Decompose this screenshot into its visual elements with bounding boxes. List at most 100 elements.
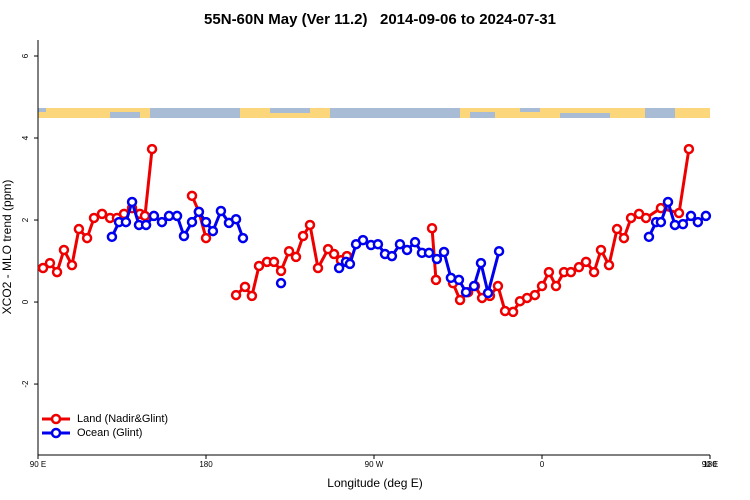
x-tick-label: 90 W	[365, 460, 384, 469]
data-point	[507, 306, 519, 318]
data-point	[171, 210, 183, 222]
data-point	[96, 208, 108, 220]
data-point	[409, 236, 421, 248]
legend-marker	[50, 427, 62, 439]
data-point	[275, 265, 287, 277]
data-point	[643, 231, 655, 243]
legend: Land (Nadir&Glint) Ocean (Glint)	[42, 413, 168, 439]
chart-title: 55N-60N May (Ver 11.2) 2014-09-06 to 202…	[204, 11, 556, 28]
x-tick-label: 90 E	[30, 460, 46, 469]
data-point	[44, 257, 56, 269]
data-point	[677, 218, 689, 230]
legend-label: Land (Nadir&Glint)	[77, 413, 168, 425]
data-point	[140, 219, 152, 231]
data-point	[237, 232, 249, 244]
data-point	[386, 250, 398, 262]
data-point	[493, 245, 505, 257]
data-point	[328, 248, 340, 260]
data-point	[344, 258, 356, 270]
data-point	[186, 190, 198, 202]
y-tick-label: 4	[21, 135, 30, 140]
data-point	[460, 286, 472, 298]
data-point	[445, 272, 457, 284]
data-point	[685, 210, 697, 222]
x-axis-label: Longitude (deg E)	[327, 476, 422, 490]
data-point	[565, 266, 577, 278]
data-point	[207, 225, 219, 237]
data-point	[215, 205, 227, 217]
data-point	[454, 294, 466, 306]
data-point	[669, 219, 681, 231]
data-point	[200, 232, 212, 244]
data-point	[372, 238, 384, 250]
x-tick-label: 180	[199, 460, 213, 469]
data-point	[529, 289, 541, 301]
data-point	[139, 210, 151, 222]
y-tick-label: 0	[21, 299, 30, 304]
data-point	[655, 216, 667, 228]
data-point	[603, 259, 615, 271]
y-tick-label: -2	[21, 380, 30, 388]
y-tick-label: 6	[21, 53, 30, 58]
data-point	[453, 274, 465, 286]
data-point	[37, 262, 49, 274]
data-point	[438, 246, 450, 258]
data-point	[275, 277, 287, 289]
data-point	[492, 280, 504, 292]
data-point	[51, 266, 63, 278]
data-point	[588, 266, 600, 278]
data-point	[683, 143, 695, 155]
x-tick-label: 90 E	[702, 460, 718, 469]
x-tick-label: 180	[703, 460, 717, 469]
data-point	[178, 230, 190, 242]
data-point	[106, 231, 118, 243]
data-point	[673, 207, 685, 219]
data-point	[550, 280, 562, 292]
data-point	[120, 216, 132, 228]
data-point	[156, 216, 168, 228]
data-point	[580, 256, 592, 268]
data-point	[543, 266, 555, 278]
data-point	[297, 230, 309, 242]
data-point	[268, 256, 280, 268]
data-point	[230, 213, 242, 225]
data-point	[468, 280, 480, 292]
data-point	[640, 212, 652, 224]
data-point	[81, 232, 93, 244]
data-point	[700, 210, 712, 222]
data-point	[662, 196, 674, 208]
data-point	[239, 281, 251, 293]
legend-label: Ocean (Glint)	[77, 427, 142, 439]
map-strip	[38, 108, 710, 118]
data-point	[66, 259, 78, 271]
data-point	[312, 262, 324, 274]
data-point	[692, 216, 704, 228]
x-tick-label: 0	[540, 460, 545, 469]
data-point	[431, 253, 443, 265]
data-point	[304, 219, 316, 231]
data-point	[401, 244, 413, 256]
data-point	[573, 261, 585, 273]
data-point	[246, 290, 258, 302]
data-point	[283, 245, 295, 257]
legend-marker	[50, 413, 62, 425]
data-point	[423, 247, 435, 259]
data-point	[430, 274, 442, 286]
data-point	[58, 244, 70, 256]
data-point	[193, 206, 205, 218]
data-point	[200, 216, 212, 228]
data-point	[73, 223, 85, 235]
data-point	[499, 305, 511, 317]
data-point	[426, 222, 438, 234]
data-point	[625, 212, 637, 224]
series	[106, 196, 712, 299]
data-point	[618, 232, 630, 244]
data-point	[482, 287, 494, 299]
data-point	[357, 234, 369, 246]
data-point	[611, 223, 623, 235]
data-point	[230, 289, 242, 301]
data-point	[126, 196, 138, 208]
data-point	[475, 257, 487, 269]
